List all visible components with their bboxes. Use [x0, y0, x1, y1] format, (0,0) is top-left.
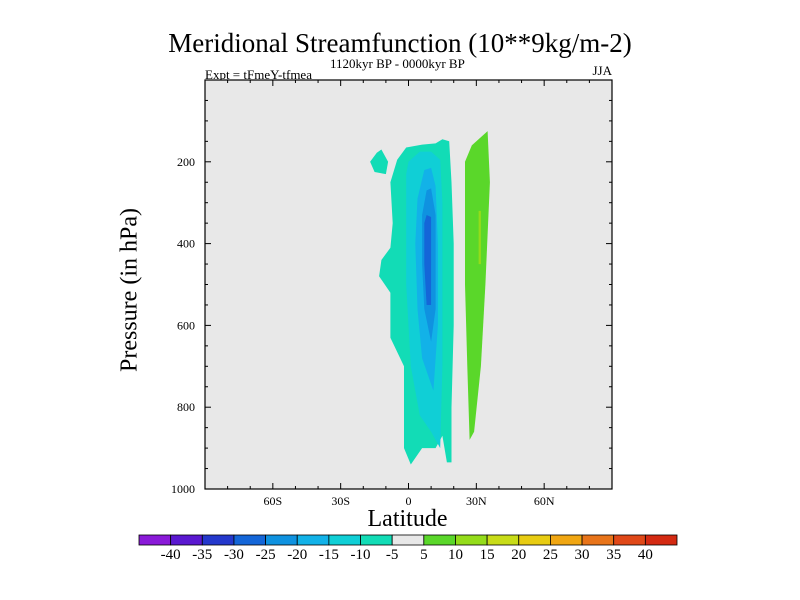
- colorbar-label: 40: [638, 547, 653, 563]
- x-tick-label: 30S: [331, 494, 350, 508]
- colorbar-swatch: [391, 534, 425, 546]
- colorbar-swatch: [296, 534, 330, 546]
- colorbar-swatch: [328, 534, 361, 546]
- colorbar-label: -10: [351, 547, 371, 563]
- colorbar-label: 5: [420, 547, 428, 563]
- colorbar-swatch: [644, 534, 678, 546]
- x-tick-label: 30N: [466, 494, 487, 508]
- colorbar-label: 35: [606, 547, 621, 563]
- colorbar-swatch: [201, 534, 235, 546]
- region-shallow-nh-cell: [370, 149, 389, 175]
- colorbar-label: -20: [287, 547, 307, 563]
- season-label: JJA: [592, 63, 612, 78]
- colorbar-swatch: [613, 534, 646, 546]
- colorbar-label: -40: [161, 547, 181, 563]
- colorbar-swatch: [550, 534, 583, 546]
- y-tick-label: 800: [177, 400, 195, 414]
- colorbar-label: -15: [319, 547, 339, 563]
- colorbar-swatch: [265, 534, 298, 546]
- x-tick-label: 60S: [263, 494, 282, 508]
- y-tick-label: 600: [177, 318, 195, 332]
- colorbar-label: -25: [256, 547, 276, 563]
- colorbar-label: -5: [386, 547, 399, 563]
- y-tick-label: 1000: [171, 482, 195, 496]
- colorbar-label: 15: [480, 547, 495, 563]
- chart-title: Meridional Streamfunction (10**9kg/m-2): [168, 28, 632, 58]
- x-tick-label: 60N: [534, 494, 555, 508]
- y-tick-label: 200: [177, 155, 195, 169]
- colorbar-label: 20: [511, 547, 526, 563]
- y-tick-label: 400: [177, 237, 195, 251]
- colorbar-swatch: [138, 534, 172, 546]
- colorbar-label: 10: [448, 547, 463, 563]
- region-nh-positive-cell: [465, 131, 490, 440]
- colorbar-swatch: [486, 534, 520, 546]
- colorbar-swatch: [518, 534, 551, 546]
- colorbar-swatch: [233, 534, 266, 546]
- x-tick-label: 0: [406, 494, 412, 508]
- colorbar-label: -35: [192, 547, 212, 563]
- region-tropical-m25: [424, 215, 432, 305]
- colorbar-swatch: [360, 534, 393, 546]
- colorbar-label: -30: [224, 547, 244, 563]
- colorbar-swatch: [581, 534, 615, 546]
- colorbar-label: 25: [543, 547, 558, 563]
- x-axis-label: Latitude: [367, 506, 448, 532]
- colorbar-label: 30: [575, 547, 590, 563]
- colorbar-swatch: [423, 534, 456, 546]
- colorbar-swatch: [455, 534, 488, 546]
- period-label: 1120kyr BP - 0000kyr BP: [330, 56, 465, 71]
- experiment-label: Expt = tFmeY-tfmea: [205, 67, 312, 82]
- region-nh-positive-core: [478, 210, 481, 265]
- colorbar-swatch: [170, 534, 203, 546]
